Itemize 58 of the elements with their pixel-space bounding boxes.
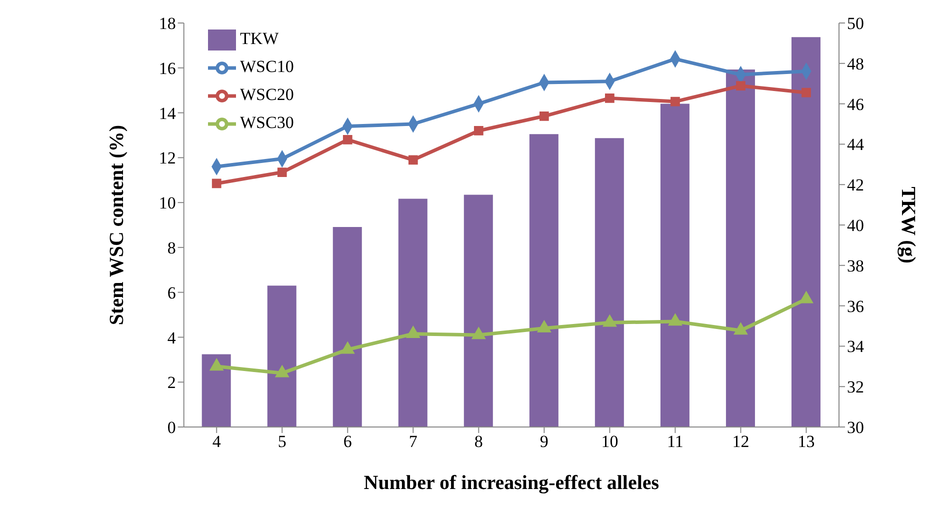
point bbox=[799, 291, 814, 304]
y-tick-label: 10 bbox=[158, 194, 176, 213]
point bbox=[275, 365, 289, 378]
y-axis-title: Stem WSC content (%) bbox=[106, 124, 128, 326]
x-tick-label: 5 bbox=[278, 432, 286, 452]
y2-tick-label: 36 bbox=[847, 296, 864, 316]
point bbox=[472, 327, 486, 340]
y2-tick-label: 42 bbox=[847, 176, 864, 195]
y-tick-label: 6 bbox=[167, 283, 176, 302]
point bbox=[734, 322, 748, 335]
x-tick-label: 13 bbox=[798, 432, 815, 452]
point bbox=[670, 96, 680, 106]
y-tick-label: 12 bbox=[158, 148, 176, 168]
x-tick-label: 12 bbox=[732, 432, 750, 452]
y2-tick-label: 46 bbox=[847, 94, 864, 114]
x-axis-title: Number of increasing-effect alleles bbox=[364, 472, 660, 494]
x-tick-label: 9 bbox=[540, 432, 548, 452]
point bbox=[210, 358, 224, 371]
x-tick-label: 11 bbox=[667, 432, 684, 452]
point bbox=[802, 88, 811, 98]
point bbox=[277, 168, 287, 177]
y-tick-label: 0 bbox=[167, 418, 176, 438]
y2-tick-label: 40 bbox=[847, 216, 864, 236]
legend-label: WSC10 bbox=[240, 56, 294, 76]
point bbox=[602, 314, 617, 327]
y2-tick-label: 44 bbox=[847, 135, 864, 154]
y2-axis-title: TKW (g) bbox=[896, 186, 919, 264]
point bbox=[408, 155, 418, 165]
y2-tick-label: 34 bbox=[847, 337, 864, 356]
x-tick-label: 4 bbox=[212, 432, 222, 452]
point bbox=[605, 94, 614, 103]
y-tick-label: 16 bbox=[158, 58, 176, 78]
point bbox=[342, 135, 352, 144]
point bbox=[537, 320, 552, 332]
y2-tick-label: 30 bbox=[847, 418, 864, 438]
y2-tick-label: 38 bbox=[847, 256, 864, 276]
point bbox=[539, 111, 549, 121]
y2-tick-label: 48 bbox=[847, 54, 864, 74]
x-tick-label: 7 bbox=[408, 432, 418, 452]
legend-label: TKW bbox=[240, 28, 279, 48]
point bbox=[736, 81, 746, 91]
point bbox=[340, 342, 354, 354]
x-tick-label: 10 bbox=[601, 432, 618, 452]
y2-tick-label: 50 bbox=[847, 14, 864, 34]
y-tick-label: 2 bbox=[167, 373, 176, 392]
point bbox=[212, 178, 222, 188]
legend-label: WSC20 bbox=[240, 84, 294, 104]
y-tick-label: 8 bbox=[167, 238, 176, 258]
y-tick-label: 4 bbox=[167, 328, 176, 348]
legend-label: WSC30 bbox=[240, 112, 294, 132]
x-tick-label: 8 bbox=[474, 432, 483, 452]
point bbox=[474, 126, 484, 136]
x-tick-label: 6 bbox=[343, 432, 352, 452]
y2-tick-label: 32 bbox=[847, 378, 864, 397]
point bbox=[668, 314, 682, 326]
y-tick-label: 18 bbox=[158, 14, 176, 34]
point bbox=[406, 326, 420, 338]
y-tick-label: 14 bbox=[158, 104, 176, 123]
